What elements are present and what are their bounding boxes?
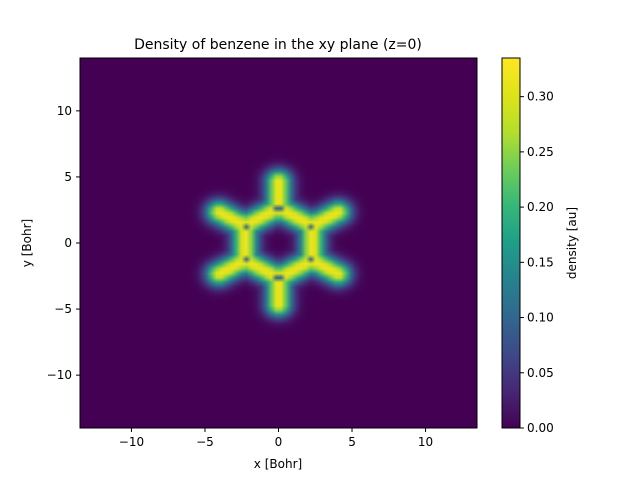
x-axis-label: x [Bohr]: [254, 457, 302, 471]
density-heatmap: [80, 58, 477, 428]
colorbar-tick-label: 0.30: [527, 90, 554, 104]
y-axis-ticks: −10 −5 0 5 10: [47, 104, 80, 382]
x-tick-label: −5: [196, 435, 214, 449]
colorbar-tick-label: 0.05: [527, 366, 554, 380]
x-tick-label: 0: [275, 435, 283, 449]
plot-area: [79, 57, 478, 429]
colorbar-tick-label: 0.20: [527, 200, 554, 214]
y-axis-label: y [Bohr]: [20, 219, 34, 267]
colorbar-frame: [501, 57, 521, 429]
x-axis-ticks: −10 −5 0 5 10: [119, 428, 433, 449]
chart-title: Density of benzene in the xy plane (z=0): [134, 37, 422, 53]
x-tick-label: 5: [348, 435, 356, 449]
y-tick-label: −5: [54, 302, 72, 316]
colorbar-ticks: 0.00 0.05 0.10 0.15 0.20 0.25 0.30: [520, 90, 554, 435]
x-tick-label: −10: [119, 435, 144, 449]
y-tick-label: 0: [64, 236, 72, 250]
colorbar-tick-label: 0.15: [527, 255, 554, 269]
colorbar-label: density [au]: [565, 207, 579, 279]
colorbar-gradient: [502, 58, 520, 428]
colorbar-tick-label: 0.10: [527, 311, 554, 325]
colorbar-tick-label: 0.00: [527, 421, 554, 435]
y-tick-label: 5: [64, 170, 72, 184]
colorbar-tick-label: 0.25: [527, 145, 554, 159]
y-tick-label: −10: [47, 368, 72, 382]
colorbar: 0.00 0.05 0.10 0.15 0.20 0.25 0.30: [501, 57, 554, 435]
x-tick-label: 10: [418, 435, 433, 449]
y-tick-label: 10: [57, 104, 72, 118]
